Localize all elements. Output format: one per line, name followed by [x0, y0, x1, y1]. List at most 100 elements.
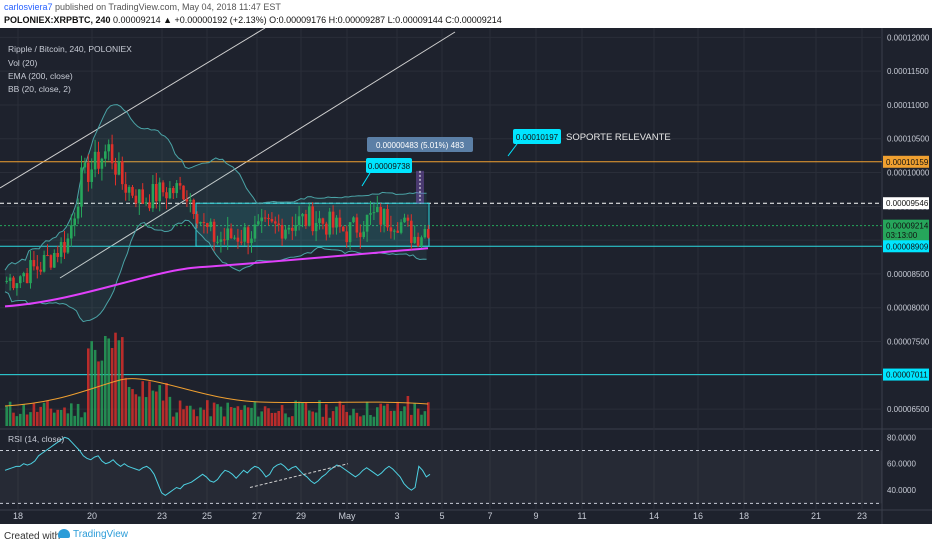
- candle-body: [15, 283, 19, 289]
- candle-body: [413, 236, 416, 243]
- price-chart[interactable]: 18 20 23 25 27 29 May 3 5 7 9 11 14 16 18 21 23 0.0001200…: [0, 28, 932, 524]
- measure-label: 0.00000483 (5.01%) 483: [367, 137, 473, 152]
- volume-bar: [32, 403, 36, 426]
- volume-bar: [318, 400, 321, 426]
- candle-body: [386, 208, 389, 228]
- soporte-value-label-text: 0.00010197: [516, 133, 559, 142]
- candle-body: [29, 260, 32, 284]
- volume-bar: [280, 405, 284, 426]
- volume-bar: [15, 416, 19, 426]
- volume-bar: [355, 412, 359, 426]
- candle-body: [161, 182, 165, 193]
- candle-body: [127, 187, 131, 193]
- volume-bar: [393, 410, 396, 426]
- candle-body: [301, 214, 304, 217]
- soporte-value-label-box: [513, 129, 561, 144]
- price-tag-text: 03:13:00: [886, 231, 918, 240]
- candle-body: [216, 241, 219, 243]
- volume-bar: [253, 401, 257, 426]
- candle-body: [219, 239, 223, 242]
- volume-bar: [359, 416, 362, 426]
- candle-body: [365, 214, 369, 232]
- volume-bar: [399, 411, 403, 426]
- volume-bar: [42, 402, 46, 426]
- bollinger-band-fill: [5, 104, 427, 322]
- rsi-line: [4, 436, 431, 497]
- volume-bar: [185, 405, 189, 426]
- candle-body: [280, 225, 284, 239]
- candle-body: [257, 221, 260, 225]
- volume-bar: [413, 402, 416, 426]
- volume-bar: [240, 409, 243, 426]
- candle-body: [189, 199, 192, 202]
- volume-bar: [335, 406, 338, 426]
- candle-body: [107, 144, 110, 152]
- tradingview-logo[interactable]: TradingView: [58, 529, 128, 540]
- volume-bar: [396, 401, 399, 426]
- price-axis-tick-label: 0.00012000: [887, 33, 930, 42]
- volume-bar: [87, 348, 90, 426]
- rsi-axis-tick-label: 40.0000: [887, 486, 916, 495]
- candle-body: [8, 277, 12, 281]
- price-axis-tick-label: 0.00007500: [887, 338, 930, 347]
- x-axis-tick-label: 29: [296, 511, 306, 521]
- measure-label-box: [367, 137, 473, 152]
- x-axis-tick-label: 7: [487, 511, 492, 521]
- chart-area[interactable]: 18 20 23 25 27 29 May 3 5 7 9 11 14 16 18 21 23 0.0001200…: [0, 28, 932, 524]
- candle-body: [291, 227, 294, 231]
- candle-body: [294, 225, 297, 231]
- target-label-pointer: [361, 172, 371, 187]
- volume-bar: [325, 404, 328, 426]
- candle-body: [270, 219, 274, 222]
- x-axis-tick-label: 23: [857, 511, 867, 521]
- ema-200-line: [4, 247, 429, 308]
- candle-body: [195, 214, 199, 224]
- volume-bar: [331, 411, 335, 426]
- volume-bar: [127, 387, 131, 426]
- volume-bar: [287, 417, 291, 426]
- volume-bar: [104, 336, 107, 426]
- candle-body: [117, 161, 121, 175]
- volume-bar: [229, 407, 233, 426]
- rsi-band-fill: [0, 450, 882, 504]
- bollinger-lower: [4, 219, 427, 323]
- bollinger-upper: [4, 104, 427, 271]
- candle-body: [416, 236, 420, 247]
- volume-bar: [348, 415, 352, 426]
- volume-bar: [219, 406, 223, 426]
- price-tag-text: 0.00007011: [886, 371, 928, 380]
- indicator-vol-label[interactable]: Vol (20): [8, 58, 38, 68]
- price-axis-tick-label: 0.00010500: [887, 135, 930, 144]
- candle-body: [406, 217, 410, 221]
- candle-body: [155, 183, 158, 202]
- volume-bar: [161, 400, 165, 426]
- volume-bar: [362, 415, 365, 426]
- candle-body: [192, 199, 195, 215]
- candle-body: [104, 151, 107, 159]
- candle-body: [56, 253, 59, 257]
- candle-body: [90, 169, 93, 182]
- indicator-ema-label[interactable]: EMA (200, close): [8, 71, 73, 81]
- candle-body: [165, 192, 168, 199]
- target-label-box: [366, 158, 412, 173]
- candle-body: [124, 184, 127, 193]
- volume-bar: [12, 412, 15, 426]
- volume-bar: [202, 409, 206, 426]
- volume-bar: [114, 332, 117, 426]
- candle-body: [250, 238, 253, 244]
- candle-body: [253, 224, 257, 239]
- chart-header: carlosviera7 published on TradingView.co…: [0, 0, 932, 28]
- candle-body: [393, 230, 396, 232]
- indicator-rsi-label[interactable]: RSI (14, close): [8, 434, 65, 444]
- volume-bar: [274, 412, 277, 426]
- x-axis-tick-label: 21: [811, 511, 821, 521]
- candle-body: [87, 162, 90, 182]
- x-axis-tick-label: 20: [87, 511, 97, 521]
- candle-body: [199, 221, 202, 224]
- price-tag-text: 0.00010159: [886, 158, 929, 167]
- volume-bar: [243, 405, 246, 426]
- volume-bar: [284, 413, 287, 426]
- author-link[interactable]: carlosviera7: [4, 2, 53, 12]
- volume-bar: [301, 402, 304, 426]
- indicator-bb-label[interactable]: BB (20, close, 2): [8, 84, 71, 94]
